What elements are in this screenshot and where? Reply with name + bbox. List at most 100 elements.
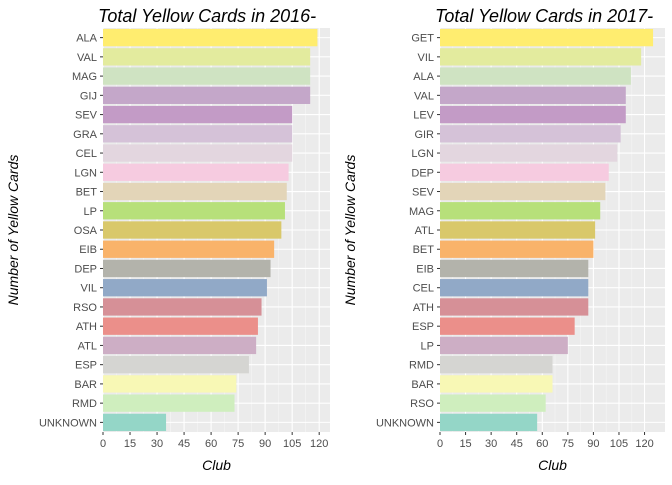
y-tick-label: MAG bbox=[72, 71, 97, 83]
bar-rmd bbox=[103, 394, 235, 412]
bar-cel bbox=[440, 279, 589, 297]
bar-gij bbox=[103, 86, 311, 104]
y-axis-title: Number of Yellow Cards bbox=[5, 155, 21, 306]
bar-sev bbox=[440, 182, 606, 201]
x-tick-label: 45 bbox=[178, 438, 190, 450]
bar-unknown bbox=[440, 413, 538, 432]
bar-cel bbox=[103, 144, 293, 162]
bar-bet bbox=[103, 182, 287, 201]
bar-lp bbox=[440, 336, 568, 355]
x-tick-label: 60 bbox=[536, 438, 548, 450]
y-tick-label: DEP bbox=[411, 167, 434, 179]
chart-panel-2: GET VIL ALA VAL LEV GIR LGN DEP SEV MAG ATL BET EIB C… bbox=[342, 6, 665, 473]
x-tick-label: 45 bbox=[511, 438, 523, 450]
bar-lp bbox=[103, 202, 285, 220]
y-tick-label: BET bbox=[76, 187, 98, 199]
bar-val bbox=[103, 48, 311, 66]
bar-bar bbox=[103, 375, 237, 393]
bar-eib bbox=[103, 240, 275, 258]
bar-dep bbox=[103, 259, 271, 278]
y-tick-label: ATH bbox=[76, 321, 97, 333]
chart-title: Total Yellow Cards in 2017- bbox=[435, 6, 653, 26]
y-tick-label: UNKNOWN bbox=[39, 417, 97, 429]
bar-bet bbox=[440, 240, 594, 258]
y-tick-label: LGN bbox=[411, 148, 434, 160]
y-tick-label: GRA bbox=[73, 129, 98, 141]
bar-lgn bbox=[440, 144, 618, 162]
x-tick-label: 30 bbox=[151, 438, 163, 450]
y-tick-label: ALA bbox=[413, 71, 434, 83]
y-tick-label: LP bbox=[84, 206, 97, 218]
x-tick-label: 75 bbox=[232, 438, 244, 450]
y-tick-label: ALA bbox=[76, 33, 97, 45]
y-tick-label: GET bbox=[411, 33, 434, 45]
y-tick-label: ATL bbox=[415, 225, 434, 237]
y-tick-label: VIL bbox=[417, 52, 434, 64]
chart-title: Total Yellow Cards in 2016- bbox=[98, 6, 316, 26]
bar-ath bbox=[103, 317, 258, 335]
bar-vil bbox=[440, 48, 642, 66]
bar-mag bbox=[103, 67, 311, 85]
bar-atl bbox=[103, 336, 257, 355]
bar-ala bbox=[103, 28, 318, 47]
bar-esp bbox=[103, 356, 249, 374]
x-tick-label: 0 bbox=[437, 438, 443, 450]
x-axis-title: Club bbox=[202, 457, 231, 473]
y-tick-label: ATL bbox=[78, 340, 97, 352]
y-tick-label: EIB bbox=[79, 244, 97, 256]
y-tick-label: LP bbox=[421, 340, 434, 352]
bar-lev bbox=[440, 105, 626, 124]
bar-dep bbox=[440, 163, 609, 181]
y-tick-label: SEV bbox=[75, 110, 98, 122]
y-tick-label: BAR bbox=[411, 379, 434, 391]
y-tick-label: LEV bbox=[413, 110, 434, 122]
y-tick-label: DEP bbox=[74, 263, 97, 275]
y-tick-label: MAG bbox=[409, 206, 434, 218]
bar-esp bbox=[440, 317, 575, 335]
x-axis-title: Club bbox=[538, 457, 567, 473]
y-tick-label: ATH bbox=[413, 302, 434, 314]
y-tick-label: RSO bbox=[73, 302, 97, 314]
x-tick-label: 15 bbox=[459, 438, 471, 450]
x-tick-label: 120 bbox=[310, 438, 328, 450]
bar-val bbox=[440, 86, 626, 104]
x-tick-label: 105 bbox=[610, 438, 628, 450]
y-tick-label: UNKNOWN bbox=[376, 417, 434, 429]
bar-rso bbox=[103, 298, 262, 316]
bar-osa bbox=[103, 221, 282, 239]
y-tick-label: GIJ bbox=[80, 90, 97, 102]
y-tick-label: RMD bbox=[409, 360, 434, 372]
y-tick-label: EIB bbox=[416, 263, 434, 275]
x-tick-label: 60 bbox=[205, 438, 217, 450]
x-tick-label: 30 bbox=[485, 438, 497, 450]
y-tick-label: OSA bbox=[74, 225, 98, 237]
bar-gir bbox=[440, 125, 621, 143]
bar-ath bbox=[440, 298, 589, 316]
y-axis-title: Number of Yellow Cards bbox=[342, 155, 358, 306]
x-tick-label: 0 bbox=[100, 438, 106, 450]
y-tick-label: ESP bbox=[412, 321, 434, 333]
bar-ala bbox=[440, 67, 631, 85]
x-tick-label: 75 bbox=[562, 438, 574, 450]
bar-rmd bbox=[440, 356, 553, 374]
x-tick-label: 105 bbox=[283, 438, 301, 450]
y-tick-label: RMD bbox=[72, 398, 97, 410]
y-tick-label: BET bbox=[413, 244, 435, 256]
y-tick-label: SEV bbox=[412, 187, 435, 199]
y-tick-label: CEL bbox=[76, 148, 97, 160]
x-tick-label: 120 bbox=[635, 438, 653, 450]
y-tick-label: VIL bbox=[80, 283, 97, 295]
bar-gra bbox=[103, 125, 293, 143]
y-tick-label: LGN bbox=[74, 167, 97, 179]
y-tick-label: CEL bbox=[413, 283, 434, 295]
bar-unknown bbox=[103, 413, 167, 432]
bar-atl bbox=[440, 221, 596, 239]
x-tick-label: 15 bbox=[124, 438, 136, 450]
bar-sev bbox=[103, 105, 293, 124]
y-tick-label: GIR bbox=[414, 129, 434, 141]
bar-get bbox=[440, 28, 654, 47]
x-tick-label: 90 bbox=[259, 438, 271, 450]
bar-bar bbox=[440, 375, 553, 393]
chart-panel-1: ALA VAL MAG GIJ SEV GRA CEL LGN BET LP OSA EIB DEP VI… bbox=[5, 6, 330, 473]
